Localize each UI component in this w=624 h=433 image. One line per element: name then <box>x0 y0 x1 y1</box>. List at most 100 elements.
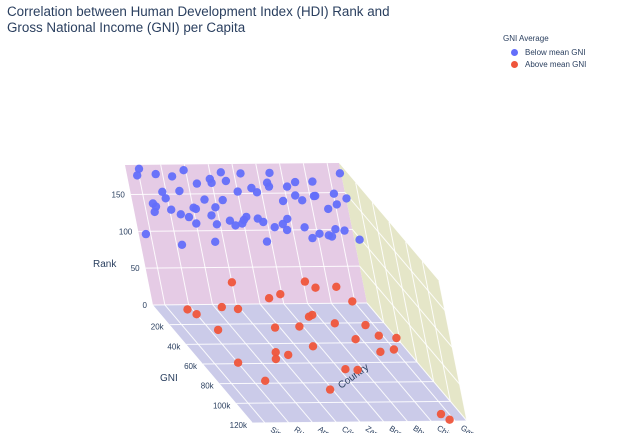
point-above-24 <box>261 376 270 385</box>
point-below-15 <box>282 225 292 235</box>
point-above-16 <box>361 320 370 330</box>
grid-x-wall-0 <box>355 182 385 323</box>
point-below-42 <box>262 178 272 187</box>
point-above-6 <box>270 323 280 332</box>
chart-title-line-2: Gross National Income (GNI) per Capita <box>7 20 246 35</box>
grid-z-wall-x-2 <box>138 228 353 232</box>
grid-x-wall-1 <box>371 202 401 343</box>
grid-x-wall-4 <box>421 261 451 402</box>
grid-z-wall-y-1 <box>359 265 461 385</box>
point-above-18 <box>308 342 318 351</box>
point-below-18 <box>340 226 349 235</box>
point-below-25 <box>291 191 300 200</box>
point-above-26 <box>389 345 399 354</box>
point-below-45 <box>329 189 339 198</box>
point-below-50 <box>231 221 240 230</box>
point-above-30 <box>304 312 314 321</box>
grid-x-wall-5 <box>438 280 468 422</box>
point-below-52 <box>265 168 274 178</box>
point-above-17 <box>183 305 192 314</box>
point-above-1 <box>276 290 285 299</box>
grid-y-floor-4 <box>259 303 361 423</box>
point-above-28 <box>353 365 362 375</box>
point-below-66 <box>158 187 167 196</box>
legend-item-above-mean[interactable]: Above mean GNI <box>511 58 586 70</box>
grid-y-wall-4 <box>231 163 261 305</box>
point-below-59 <box>239 215 249 225</box>
grid-y-wall-5 <box>255 163 285 304</box>
point-below-27 <box>332 200 341 209</box>
point-below-7 <box>278 196 288 206</box>
legend-item-below-mean[interactable]: Below mean GNI <box>511 46 586 58</box>
point-below-35 <box>315 229 324 238</box>
point-below-21 <box>205 174 214 184</box>
point-below-55 <box>342 194 351 203</box>
grid-z-wall-y-2 <box>351 228 453 348</box>
y-tick-label-0: Gambia <box>459 423 488 433</box>
point-below-29 <box>176 210 185 219</box>
grid-y-floor-6 <box>307 303 408 422</box>
point-below-63 <box>324 231 333 240</box>
point-below-51 <box>262 237 272 246</box>
point-above-0 <box>227 278 237 287</box>
point-above-22 <box>341 365 350 374</box>
point-below-40 <box>216 168 225 177</box>
point-above-2 <box>311 283 320 292</box>
point-below-1 <box>151 169 160 179</box>
point-below-61 <box>278 219 287 229</box>
point-below-68 <box>200 195 209 204</box>
point-below-12 <box>207 211 216 220</box>
point-above-14 <box>233 304 243 314</box>
x-tick-label-1: 40k <box>167 342 181 351</box>
x-tick-label-4: 100k <box>213 401 231 410</box>
chart-title: Correlation between Human Development In… <box>7 4 407 36</box>
point-below-33 <box>270 223 279 232</box>
chart-title-line-1: Correlation between Human Development In… <box>7 4 390 19</box>
point-below-58 <box>211 203 220 212</box>
grid-x-wall-2 <box>388 221 418 363</box>
point-below-47 <box>167 205 176 214</box>
point-below-44 <box>309 191 319 201</box>
grid-y-wall-0 <box>136 164 166 305</box>
point-below-64 <box>335 169 345 178</box>
grid-x-wall-3 <box>405 241 435 382</box>
point-above-27 <box>213 325 223 335</box>
legend-label-above-mean: Above mean GNI <box>525 59 587 69</box>
point-below-8 <box>298 196 307 205</box>
point-above-32 <box>436 409 446 419</box>
point-below-48 <box>192 219 201 228</box>
grid-z-wall-x-0 <box>152 302 368 306</box>
grid-z-wall-y-3 <box>344 192 446 311</box>
legend-title: GNI Average <box>503 34 549 43</box>
point-below-57 <box>189 203 198 212</box>
grid-y-wall-1 <box>160 164 190 305</box>
point-below-41 <box>236 169 245 178</box>
point-below-0 <box>134 164 144 173</box>
point-below-31 <box>225 216 235 225</box>
point-above-23 <box>284 350 293 360</box>
point-below-9 <box>324 204 333 214</box>
grid-y-floor-7 <box>330 303 432 422</box>
x-axis-title: GNI <box>160 373 178 384</box>
x-tick-label-3: 80k <box>201 382 215 391</box>
x-tick-label-0: 20k <box>151 323 165 332</box>
grid-y-floor-8 <box>354 302 456 422</box>
point-below-36 <box>331 225 340 234</box>
legend-dot-below-mean <box>511 48 518 56</box>
point-above-9 <box>295 322 304 331</box>
point-above-11 <box>374 331 383 340</box>
point-below-67 <box>175 186 184 196</box>
point-below-16 <box>300 223 309 232</box>
point-below-20 <box>179 166 188 175</box>
grid-z-wall-x-1 <box>145 265 360 269</box>
point-above-21 <box>392 333 401 343</box>
point-above-19 <box>330 319 339 328</box>
point-below-54 <box>308 177 317 186</box>
point-above-31 <box>376 347 385 356</box>
point-above-12 <box>233 358 243 367</box>
point-below-2 <box>167 172 177 181</box>
point-below-38 <box>141 229 151 239</box>
point-below-56 <box>161 194 170 203</box>
point-above-15 <box>264 294 274 303</box>
